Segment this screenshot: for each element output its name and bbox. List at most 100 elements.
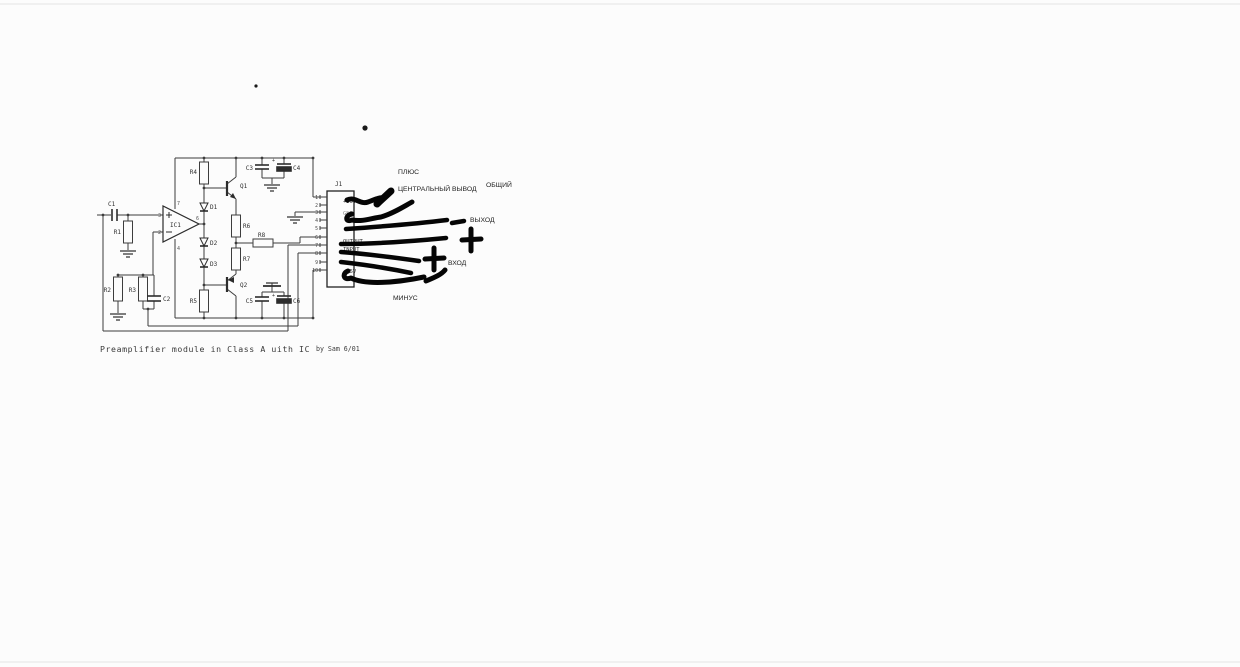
label-r6: R6 xyxy=(243,223,251,230)
pin-number-6: 6 xyxy=(315,235,318,241)
connector-pin-numbers: 1 2 3 4 5 6 7 8 9 10 xyxy=(312,195,318,274)
signal-label-input: INPUT xyxy=(343,247,360,253)
annotation-input: ВХОД xyxy=(448,260,467,267)
label-r3: R3 xyxy=(129,287,137,294)
label-c3: C3 xyxy=(246,165,254,172)
connector-j1: J1 1 2 3 4 5 6 7 8 9 10 +15V G xyxy=(312,181,364,288)
label-c4: C4 xyxy=(293,165,301,172)
resistors xyxy=(113,161,274,313)
label-c6-polarity: + xyxy=(272,293,275,299)
resistor-r8 xyxy=(252,238,274,248)
capacitor-c5 xyxy=(255,296,269,302)
resistor-r2 xyxy=(113,276,123,302)
pin-number-8: 8 xyxy=(315,251,318,257)
label-r1: R1 xyxy=(114,229,122,236)
capacitor-c6 xyxy=(276,295,292,304)
opamp-label: IC1 xyxy=(170,222,181,229)
pin-number-3: 3 xyxy=(315,210,318,216)
capacitor-c1 xyxy=(111,209,118,221)
capacitor-c4 xyxy=(276,163,292,172)
label-q2: Q2 xyxy=(240,282,248,289)
annotation-output: ВЫХОД xyxy=(470,217,495,224)
resistor-r7 xyxy=(231,247,241,271)
pin-number-2: 2 xyxy=(315,203,318,209)
signal-label-plus15v: +15V xyxy=(343,199,357,205)
diodes xyxy=(199,202,209,269)
label-c6: C6 xyxy=(293,298,301,305)
opamp-ic1: IC1 3 2 7 4 6 xyxy=(158,201,201,252)
resistor-r4 xyxy=(199,161,209,185)
diode-d3 xyxy=(199,258,209,269)
marker-stroke-minus-lead xyxy=(341,268,427,285)
schematic-wires xyxy=(97,157,320,332)
marker-stroke-input-lead xyxy=(338,249,422,264)
label-c2: C2 xyxy=(163,296,171,303)
marker-annotation-strokes xyxy=(338,187,484,285)
marker-stroke-output-lead xyxy=(338,235,449,247)
marker-stroke-central-lead xyxy=(344,199,415,224)
marker-plus-vyhod xyxy=(459,226,484,254)
annotation-plus: ПЛЮС xyxy=(398,169,419,176)
connector-pin-stubs xyxy=(319,195,327,272)
ground-r1 xyxy=(120,250,136,258)
schematic-credit: by Sam 6/01 xyxy=(316,345,360,353)
opamp-pin-out: 6 xyxy=(196,216,199,222)
pin-number-9: 9 xyxy=(315,260,318,266)
label-d3: D3 xyxy=(210,261,218,268)
opamp-pin-vplus: 7 xyxy=(177,201,180,207)
junction-dots xyxy=(101,156,315,320)
label-c4-polarity: + xyxy=(272,158,275,164)
annotation-common: ОБЩИЙ xyxy=(486,180,512,189)
marker-plus-vhod xyxy=(422,245,447,273)
ground-r2 xyxy=(110,313,126,321)
annotation-minus: МИНУС xyxy=(393,295,418,302)
ink-specks xyxy=(254,84,368,131)
component-labels: C1 R1 R2 R3 C2 R4 R5 D1 D2 D3 Q1 Q2 R6 R… xyxy=(104,158,301,305)
schematic-title: Preamplifier module in Class A uith IC xyxy=(100,344,310,354)
transistor-q1 xyxy=(225,181,236,199)
marker-stroke-plus-tip xyxy=(373,187,395,208)
russian-annotations: ПЛЮС ЦЕНТРАЛЬНЫЙ ВЫВОД ОБЩИЙ ВЫХОД ВХОД … xyxy=(393,169,512,302)
marker-stroke-vyhod-minus xyxy=(449,218,467,226)
resistor-r5 xyxy=(199,289,209,313)
ground-c5c6 xyxy=(263,282,281,287)
annotation-central-lead: ЦЕНТРАЛЬНЫЙ ВЫВОД xyxy=(398,184,477,193)
label-d2: D2 xyxy=(210,240,218,247)
capacitor-c3 xyxy=(255,164,269,170)
label-r4: R4 xyxy=(190,169,198,176)
capacitors xyxy=(111,163,292,304)
label-r7: R7 xyxy=(243,256,251,263)
pin-number-5: 5 xyxy=(315,226,318,232)
resistor-r1 xyxy=(123,220,133,244)
ground-pin3 xyxy=(287,216,303,224)
pin-number-7: 7 xyxy=(315,243,318,249)
label-c5: C5 xyxy=(246,298,254,305)
label-r5: R5 xyxy=(190,298,198,305)
diode-d2 xyxy=(199,237,209,248)
transistor-q2 xyxy=(225,277,234,292)
resistor-r6 xyxy=(231,214,241,238)
label-c1: C1 xyxy=(108,201,116,208)
label-q1: Q1 xyxy=(240,183,248,190)
connector-designator: J1 xyxy=(335,181,343,188)
label-r8: R8 xyxy=(258,232,266,239)
opamp-pin-vminus: 4 xyxy=(177,246,180,252)
ground-c3c4 xyxy=(264,184,280,192)
opamp-pin-noninv: 3 xyxy=(158,213,161,219)
pin-number-1: 1 xyxy=(315,195,318,201)
pin-number-4: 4 xyxy=(315,218,318,224)
label-r2: R2 xyxy=(104,287,112,294)
diode-d1 xyxy=(199,202,209,213)
pin-number-10: 10 xyxy=(312,268,318,274)
resistor-r3 xyxy=(138,276,148,302)
marker-stroke-vyhod-lead xyxy=(343,217,450,232)
label-d1: D1 xyxy=(210,204,218,211)
capacitor-c2 xyxy=(147,295,161,302)
marker-stroke-comma-dash xyxy=(423,267,448,284)
ground-symbols xyxy=(110,184,303,321)
title-block: Preamplifier module in Class A uith IC b… xyxy=(100,344,360,354)
page-frame-lines xyxy=(0,3,1240,663)
opamp-pin-inv: 2 xyxy=(158,230,161,236)
